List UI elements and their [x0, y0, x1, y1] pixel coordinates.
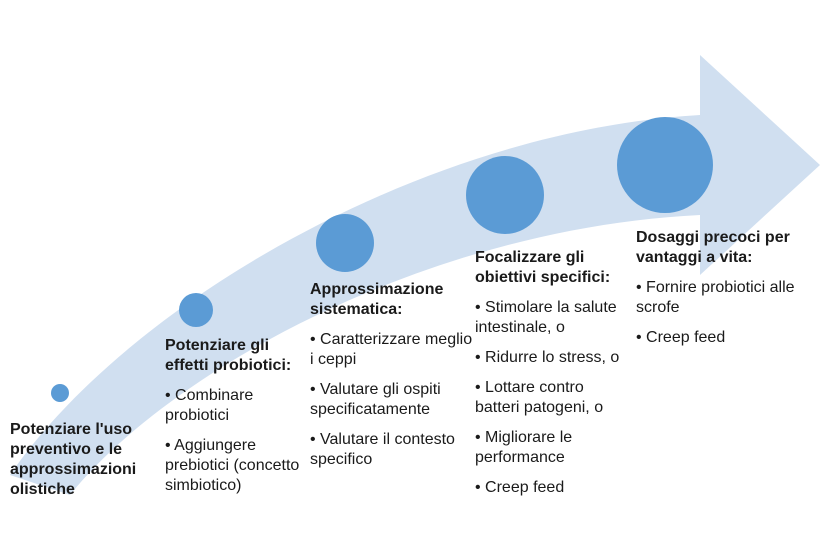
bullet-item: Lottare contro batteri patogeni, o — [475, 378, 630, 418]
step-title: Focalizzare gli obiettivi specifici: — [475, 248, 630, 288]
bullet-item: Migliorare le performance — [475, 428, 630, 468]
bullet-item: Stimolare la salute intestinale, o — [475, 298, 630, 338]
bullet-item: Ridurre lo stress, o — [475, 348, 630, 368]
step-bullets: Stimolare la salute intestinale, o Ridur… — [475, 298, 630, 498]
step-column-2: Potenziare gli effetti probiotici: Combi… — [165, 336, 310, 506]
step-bullets: Caratterizzare meglio i ceppi Valutare g… — [310, 330, 475, 470]
step-title: Dosaggi precoci per vantaggi a vita: — [636, 228, 811, 268]
step-column-1: Potenziare l'uso preventivo e le appross… — [10, 420, 175, 510]
step-column-4: Focalizzare gli obiettivi specifici: Sti… — [475, 248, 630, 508]
diagram-stage: Potenziare l'uso preventivo e le appross… — [0, 0, 820, 553]
bullet-item: Combinare probiotici — [165, 386, 310, 426]
step-dot-1 — [51, 384, 69, 402]
step-column-3: Approssimazione sistematica: Caratterizz… — [310, 280, 475, 480]
bullet-item: Caratterizzare meglio i ceppi — [310, 330, 475, 370]
bullet-item: Aggiungere prebiotici (concetto simbioti… — [165, 436, 310, 496]
step-dot-4 — [466, 156, 544, 234]
step-bullets: Combinare probiotici Aggiungere prebioti… — [165, 386, 310, 496]
bullet-item: Valutare il contesto specifico — [310, 430, 475, 470]
bullet-item: Creep feed — [475, 478, 630, 498]
step-dot-5 — [617, 117, 713, 213]
step-dot-2 — [179, 293, 213, 327]
bullet-item: Valutare gli ospiti specificatamente — [310, 380, 475, 420]
step-dot-3 — [316, 214, 374, 272]
step-title: Potenziare gli effetti probiotici: — [165, 336, 310, 376]
bullet-item: Fornire probiotici alle scrofe — [636, 278, 811, 318]
bullet-item: Creep feed — [636, 328, 811, 348]
step-bullets: Fornire probiotici alle scrofe Creep fee… — [636, 278, 811, 348]
step-title: Approssimazione sistematica: — [310, 280, 475, 320]
step-title: Potenziare l'uso preventivo e le appross… — [10, 420, 175, 500]
step-column-5: Dosaggi precoci per vantaggi a vita: For… — [636, 228, 811, 358]
